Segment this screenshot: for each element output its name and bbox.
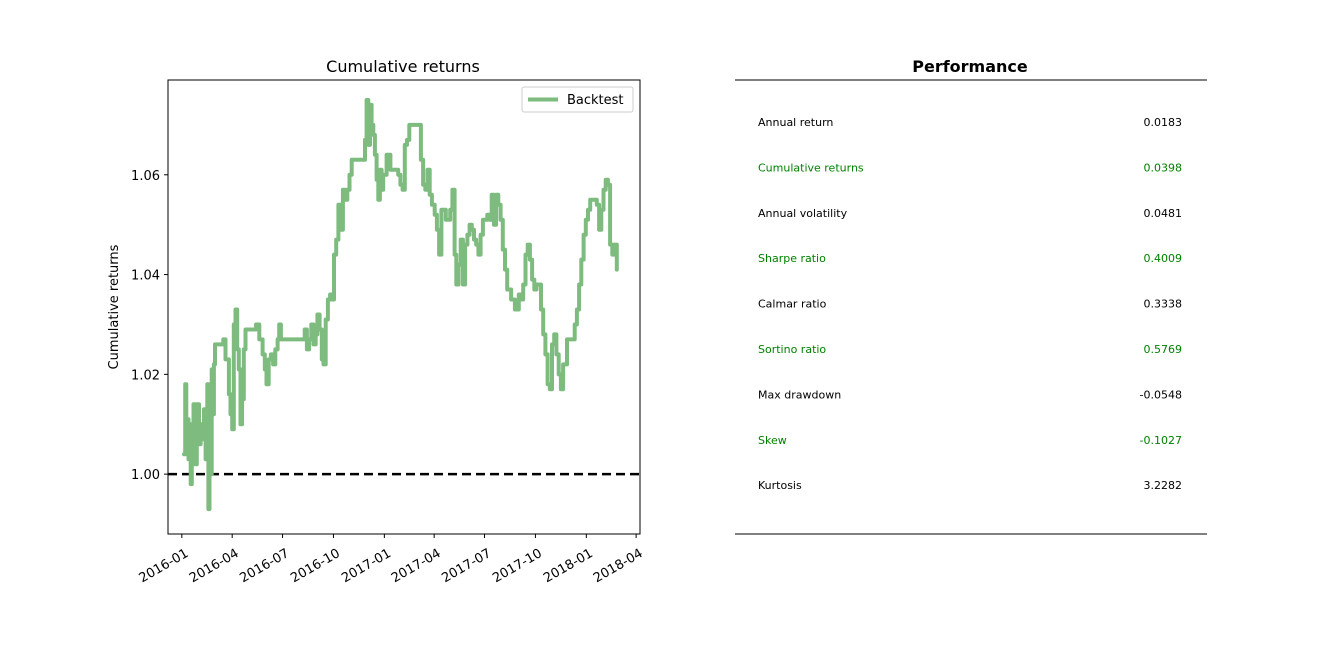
plot-area-frame [167,79,641,535]
row-value: 0.4009 [1144,252,1183,265]
row-label: Skew [758,434,787,447]
table-rows: Annual return 0.0183 Cumulative returns 0.0… [758,116,1182,492]
legend-box [521,86,634,113]
row-value: 0.3338 [1144,298,1183,311]
legend: Backtest [521,86,634,113]
returns-chart-title: Cumulative returns [326,57,480,76]
row-label: Calmar ratio [758,298,827,311]
performance-table: Performance Annual return 0.0183 Cumulativ… [735,57,1207,535]
performance-title: Performance [912,57,1028,76]
row-value: 0.0183 [1144,116,1183,129]
row-label: Annual volatility [758,207,848,220]
table-row: Skew -0.1027 [758,434,1182,447]
table-row: Annual return 0.0183 [758,116,1182,129]
y-tick-label: 1.06 [131,169,160,184]
row-value: 0.0398 [1144,161,1183,174]
y-tick-label: 1.02 [131,368,160,383]
x-tick-label: 2016-07 [237,546,292,586]
table-row: Cumulative returns 0.0398 [758,161,1182,174]
table-row: Sortino ratio 0.5769 [758,343,1182,356]
row-label: Annual return [758,116,833,129]
table-row: Max drawdown -0.0548 [758,388,1182,401]
x-axis: 2016-012016-042016-072016-102017-012017-… [137,534,646,586]
y-axis: 1.00 1.02 1.04 1.06 [131,169,168,483]
row-value: 0.0481 [1144,207,1183,220]
row-value: -0.0548 [1140,388,1182,401]
row-value: 3.2282 [1144,479,1183,492]
table-row: Annual volatility 0.0481 [758,207,1182,220]
row-label: Kurtosis [758,479,802,492]
y-axis-label: Cumulative returns [107,244,122,369]
y-tick-label: 1.00 [131,468,160,483]
x-tick-label: 2017-01 [339,546,394,586]
y-tick-label: 1.04 [131,269,160,284]
row-label: Sharpe ratio [758,252,826,265]
x-tick-label: 2017-04 [389,546,444,586]
row-value: -0.1027 [1140,434,1182,447]
legend-label-backtest: Backtest [567,93,624,108]
returns-chart: Cumulative returns 1.00 1.02 1.04 1.06 2016… [107,57,646,586]
x-tick-label: 2017-07 [439,546,494,586]
table-row: Calmar ratio 0.3338 [758,298,1182,311]
row-label: Sortino ratio [758,343,826,356]
x-tick-label: 2018-04 [591,546,646,586]
row-label: Cumulative returns [758,161,864,174]
x-tick-label: 2016-10 [288,546,343,586]
series-line-backtest [182,98,619,512]
row-label: Max drawdown [758,388,841,401]
table-row: Kurtosis 3.2282 [758,479,1182,492]
x-tick-label: 2016-01 [137,546,192,586]
x-tick-label: 2016-04 [187,546,242,586]
x-tick-label: 2017-10 [490,546,545,586]
row-value: 0.5769 [1144,343,1183,356]
x-tick-label: 2018-01 [541,546,596,586]
table-row: Sharpe ratio 0.4009 [758,252,1182,265]
